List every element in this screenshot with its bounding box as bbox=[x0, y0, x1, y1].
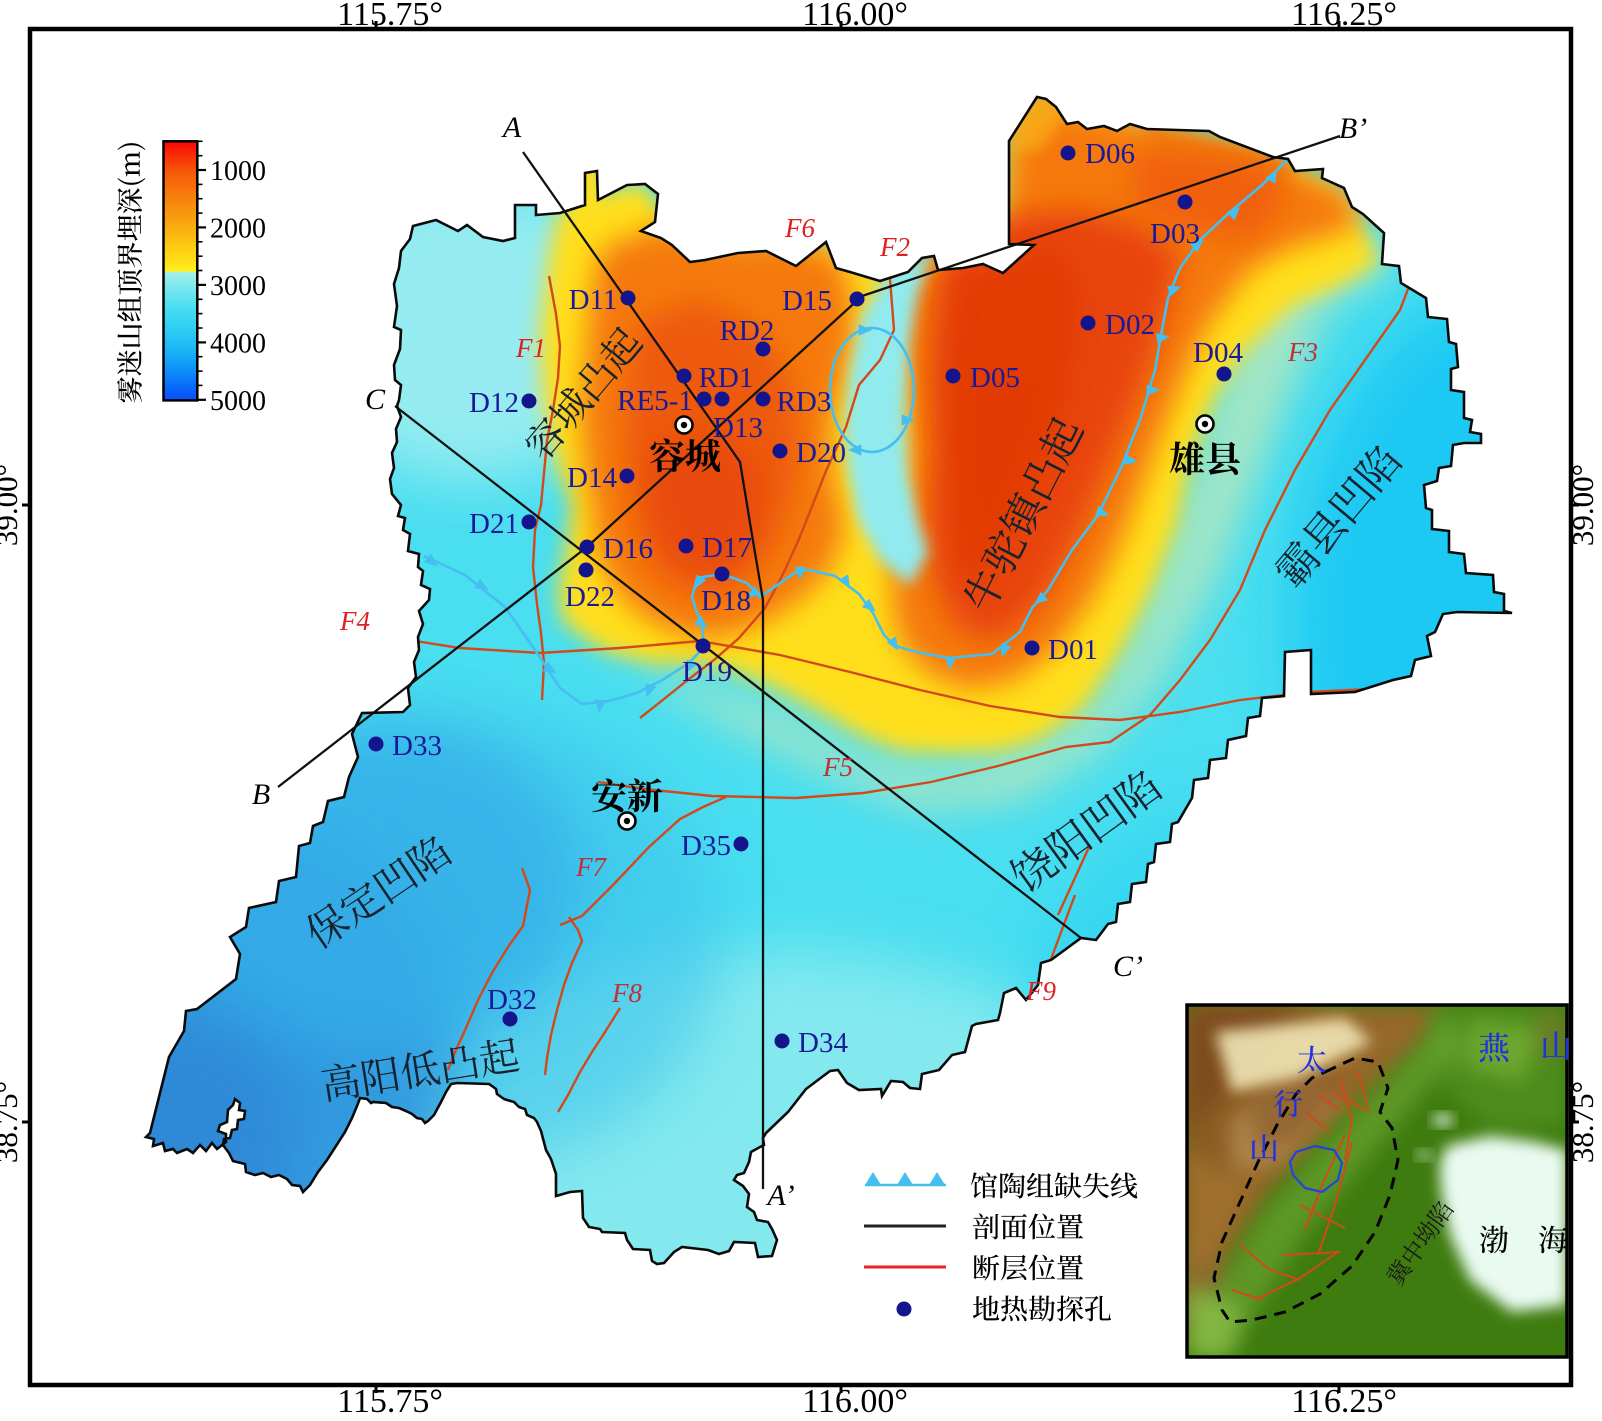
svg-text:C: C bbox=[365, 383, 386, 416]
svg-text:F5: F5 bbox=[822, 752, 853, 782]
svg-text:D02: D02 bbox=[1105, 309, 1155, 341]
svg-text:B’: B’ bbox=[1339, 112, 1367, 145]
svg-text:D03: D03 bbox=[1150, 218, 1200, 250]
svg-text:RD3: RD3 bbox=[777, 386, 832, 418]
svg-text:D05: D05 bbox=[970, 362, 1020, 394]
svg-text:D13: D13 bbox=[713, 412, 763, 444]
svg-text:RD2: RD2 bbox=[720, 315, 775, 347]
svg-text:D17: D17 bbox=[702, 532, 752, 564]
svg-text:D14: D14 bbox=[567, 462, 617, 494]
svg-text:1000: 1000 bbox=[210, 156, 266, 187]
svg-text:F7: F7 bbox=[575, 852, 607, 882]
svg-text:RD1: RD1 bbox=[699, 362, 754, 394]
svg-text:B: B bbox=[252, 778, 270, 811]
svg-text:38.75°: 38.75° bbox=[1565, 1081, 1600, 1163]
svg-text:39.00°: 39.00° bbox=[0, 464, 24, 546]
svg-text:D34: D34 bbox=[798, 1027, 848, 1059]
svg-text:38.75°: 38.75° bbox=[0, 1081, 24, 1163]
svg-text:D33: D33 bbox=[392, 730, 442, 762]
svg-text:D11: D11 bbox=[569, 284, 618, 316]
svg-text:RE5-1: RE5-1 bbox=[617, 385, 693, 417]
svg-text:D35: D35 bbox=[681, 830, 731, 862]
svg-text:F3: F3 bbox=[1287, 337, 1318, 367]
svg-text:2000: 2000 bbox=[210, 213, 266, 244]
svg-text:D20: D20 bbox=[796, 437, 846, 469]
svg-text:F6: F6 bbox=[784, 213, 815, 243]
svg-text:A: A bbox=[501, 111, 522, 144]
svg-text:116.00°: 116.00° bbox=[802, 0, 908, 33]
svg-text:A’: A’ bbox=[765, 1179, 794, 1212]
svg-text:D15: D15 bbox=[782, 285, 832, 317]
svg-text:116.25°: 116.25° bbox=[1291, 0, 1397, 33]
svg-text:5000: 5000 bbox=[210, 386, 266, 417]
svg-text:D16: D16 bbox=[603, 533, 653, 565]
svg-text:D12: D12 bbox=[469, 387, 519, 419]
svg-text:C’: C’ bbox=[1113, 950, 1143, 983]
svg-text:F9: F9 bbox=[1025, 976, 1056, 1006]
svg-text:3000: 3000 bbox=[210, 271, 266, 302]
svg-text:D06: D06 bbox=[1085, 138, 1135, 170]
svg-text:116.25°: 116.25° bbox=[1291, 1383, 1397, 1416]
svg-text:F2: F2 bbox=[879, 232, 910, 262]
svg-text:4000: 4000 bbox=[210, 328, 266, 359]
svg-text:D18: D18 bbox=[701, 585, 751, 617]
svg-text:D04: D04 bbox=[1193, 337, 1243, 369]
svg-text:D21: D21 bbox=[469, 508, 519, 540]
svg-text:F4: F4 bbox=[339, 606, 370, 636]
svg-text:D32: D32 bbox=[487, 984, 537, 1016]
svg-text:115.75°: 115.75° bbox=[337, 1383, 443, 1416]
svg-text:D01: D01 bbox=[1048, 634, 1098, 666]
svg-text:D22: D22 bbox=[565, 581, 615, 613]
svg-text:39.00°: 39.00° bbox=[1565, 464, 1600, 546]
svg-text:116.00°: 116.00° bbox=[802, 1383, 908, 1416]
svg-text:F8: F8 bbox=[611, 978, 642, 1008]
svg-text:115.75°: 115.75° bbox=[337, 0, 443, 33]
svg-text:D19: D19 bbox=[682, 656, 732, 688]
svg-text:F1: F1 bbox=[515, 333, 546, 363]
